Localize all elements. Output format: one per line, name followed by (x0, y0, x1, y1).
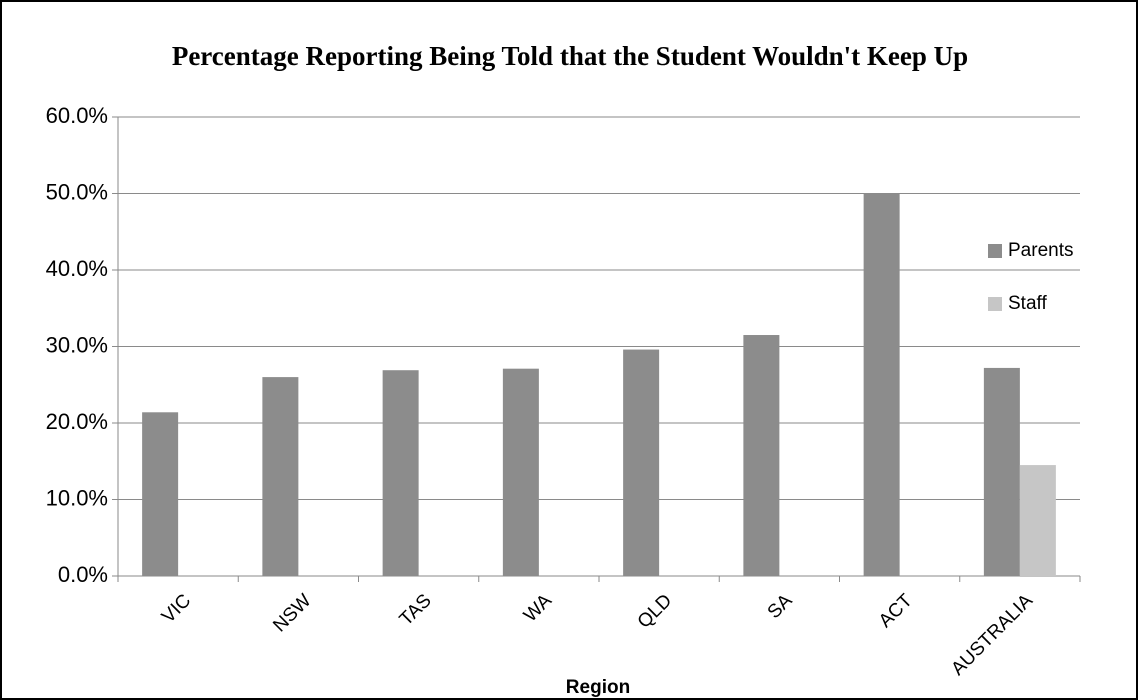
y-tick-label: 40.0% (46, 256, 108, 281)
bar (502, 368, 539, 576)
legend-swatch (988, 297, 1002, 311)
y-tick-label: 20.0% (46, 409, 108, 434)
x-axis-label: Region (566, 677, 630, 698)
legend-label: Parents (1008, 240, 1073, 261)
bar (142, 412, 179, 576)
bar (983, 367, 1020, 576)
y-tick-label: 50.0% (46, 179, 108, 204)
x-tick-label: AUSTRALIA (947, 590, 1037, 680)
bar (1019, 465, 1056, 576)
y-tick-label: 30.0% (46, 332, 108, 357)
bar (382, 370, 419, 576)
x-tick-label: ACT (875, 590, 917, 632)
x-tick-label: TAS (396, 590, 436, 630)
y-tick-label: 60.0% (46, 103, 108, 128)
x-tick-label: NSW (269, 590, 315, 636)
x-tick-label: WA (520, 590, 556, 626)
bar (623, 349, 660, 576)
y-tick-label: 0.0% (58, 562, 108, 587)
bar (743, 335, 780, 576)
legend-swatch (988, 244, 1002, 258)
x-tick-label: SA (764, 590, 797, 623)
bar (262, 377, 299, 576)
chart-title: Percentage Reporting Being Told that the… (171, 41, 969, 71)
legend-label: Staff (1008, 293, 1047, 314)
x-tick-label: VIC (158, 590, 195, 627)
x-tick-label: QLD (634, 590, 676, 632)
bar (863, 193, 900, 576)
y-tick-label: 10.0% (46, 485, 108, 510)
